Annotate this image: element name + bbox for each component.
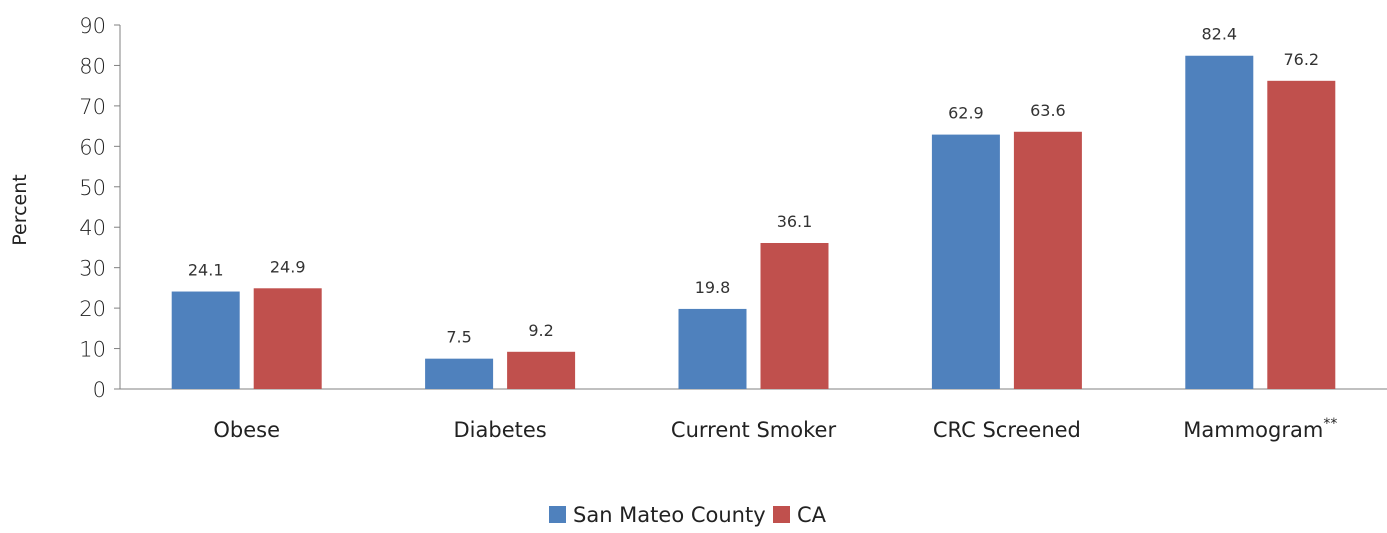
data-label: 24.9 — [270, 257, 306, 276]
bar-san-mateo-county-current-smoker — [678, 308, 747, 389]
y-tick-label: 80 — [79, 54, 106, 78]
bar-san-mateo-county-obese — [171, 291, 240, 389]
x-tick-label: Obese — [213, 418, 280, 442]
bars — [171, 55, 1336, 390]
data-label: 62.9 — [948, 104, 984, 123]
bar-ca-current-smoker — [760, 242, 829, 389]
data-label: 63.6 — [1030, 101, 1066, 120]
x-tick-label: CRC Screened — [933, 418, 1081, 442]
data-label: 19.8 — [695, 278, 731, 297]
y-tick-label: 70 — [79, 95, 106, 119]
data-label: 76.2 — [1283, 50, 1319, 69]
x-tick-label: Current Smoker — [671, 418, 837, 442]
legend-label: San Mateo County — [573, 503, 766, 527]
x-tick-label: Mammogram** — [1183, 416, 1337, 442]
y-tick-label: 10 — [79, 338, 106, 362]
data-label: 36.1 — [777, 212, 813, 231]
legend-label: CA — [797, 503, 827, 527]
data-label: 24.1 — [188, 261, 224, 280]
y-tick-label: 90 — [79, 14, 106, 38]
legend-swatch — [549, 506, 566, 523]
bar-san-mateo-county-mammogram — [1185, 55, 1254, 389]
y-tick-label: 40 — [79, 216, 106, 240]
data-label: 7.5 — [446, 328, 471, 347]
y-axis-label: Percent — [9, 174, 31, 246]
y-tick-label: 0 — [93, 378, 106, 402]
y-tick-label: 30 — [79, 257, 106, 281]
data-label: 9.2 — [528, 321, 553, 340]
legend-swatch — [773, 506, 790, 523]
bar-ca-mammogram — [1267, 80, 1336, 390]
bar-san-mateo-county-crc-screened — [931, 134, 1000, 389]
y-tick-label: 60 — [79, 135, 106, 159]
y-axis: 0 10 20 30 40 50 60 70 80 90 — [79, 14, 121, 402]
y-tick-label: 20 — [79, 297, 106, 321]
data-labels: 24.1 24.9 7.5 9.2 19.8 36.1 62.9 63.6 82.4 76.2 — [188, 25, 1319, 347]
x-axis: Obese Diabetes Current Smoker CRC Screened M… — [120, 388, 1387, 442]
data-label: 82.4 — [1201, 25, 1237, 44]
bar-san-mateo-county-diabetes — [425, 358, 494, 389]
bar-ca-crc-screened — [1013, 131, 1082, 390]
x-tick-label: Diabetes — [453, 418, 546, 442]
bar-ca-diabetes — [507, 351, 576, 389]
y-tick-label: 50 — [79, 176, 106, 200]
bar-ca-obese — [253, 288, 322, 389]
legend: San Mateo County CA — [549, 503, 827, 527]
